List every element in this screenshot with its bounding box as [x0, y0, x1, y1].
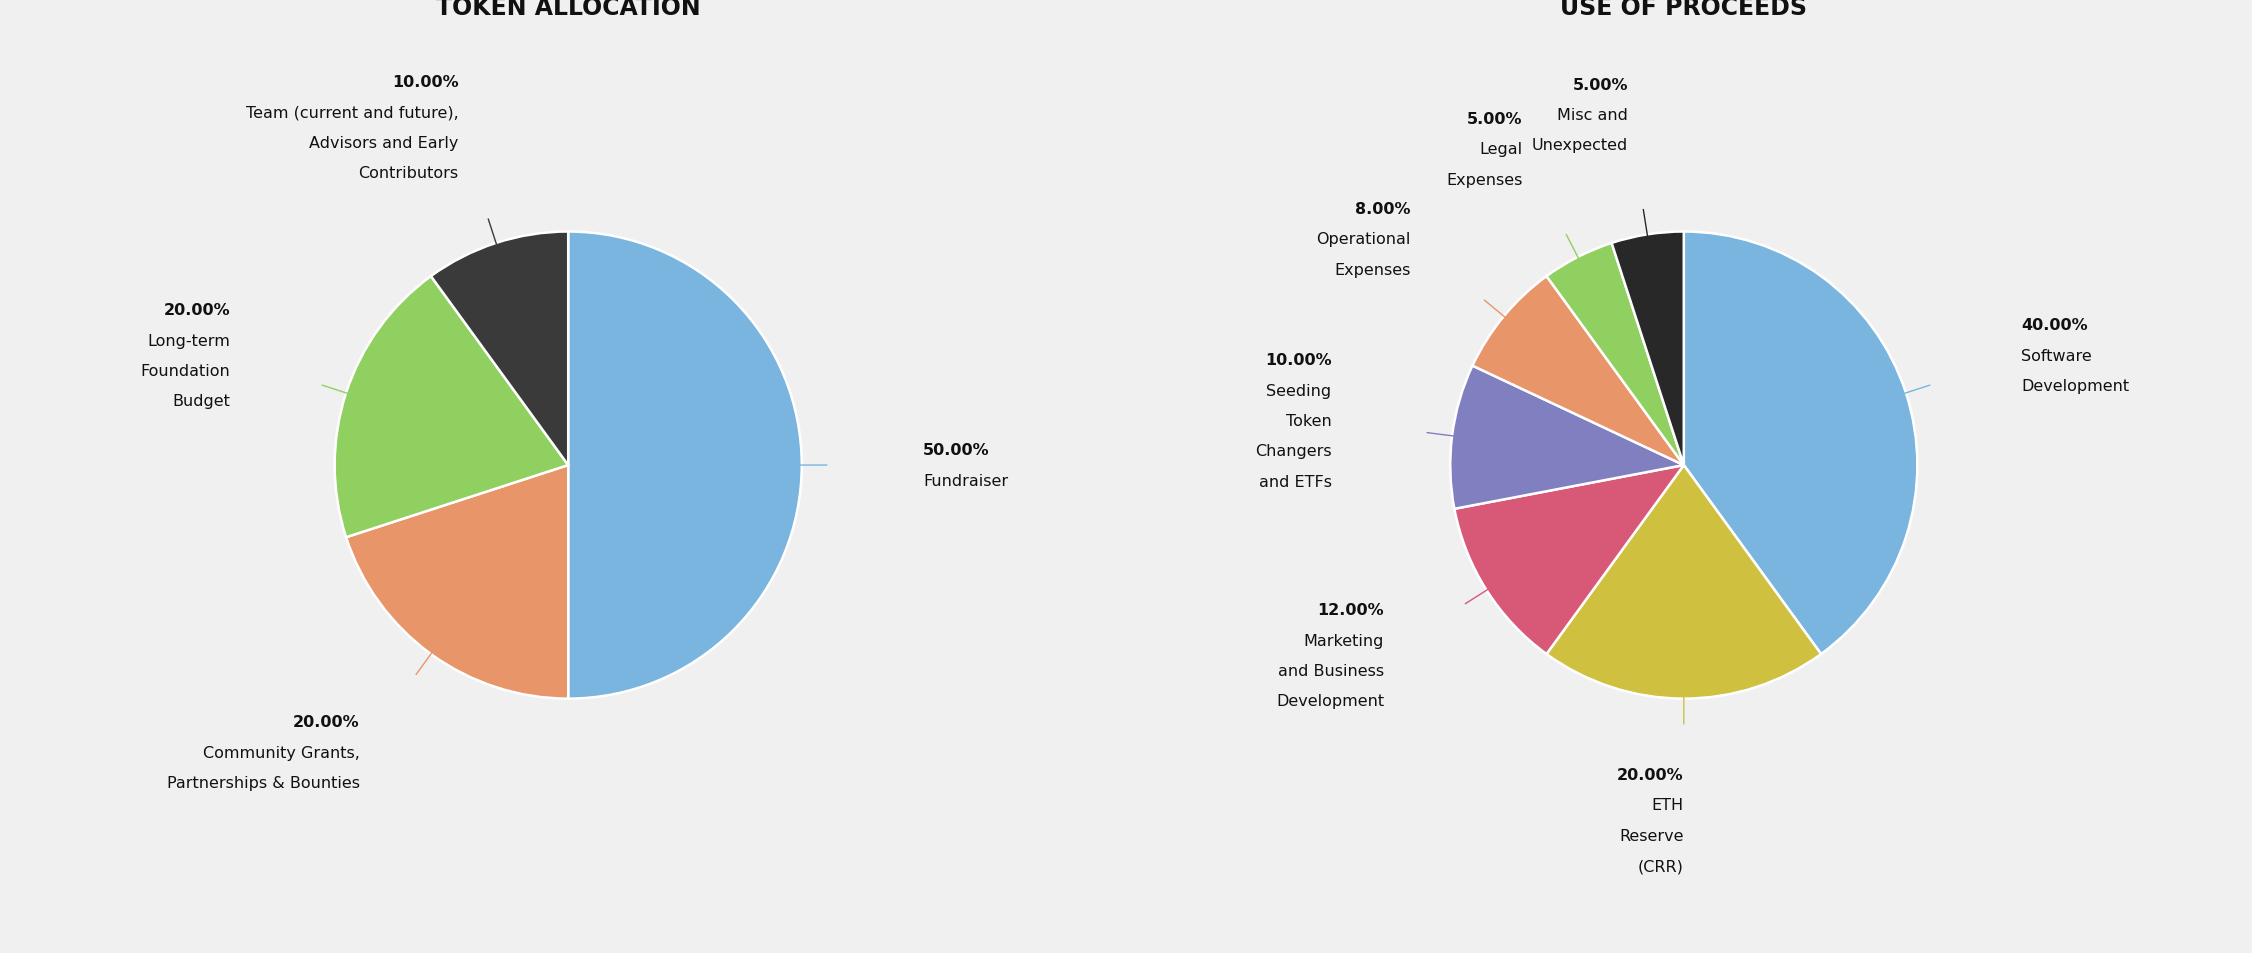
Wedge shape: [1455, 466, 1684, 655]
Text: 50.00%: 50.00%: [923, 443, 991, 457]
Text: Community Grants,: Community Grants,: [203, 745, 360, 760]
Wedge shape: [568, 233, 802, 699]
Wedge shape: [1612, 233, 1684, 466]
Text: 40.00%: 40.00%: [2022, 318, 2088, 334]
Text: 20.00%: 20.00%: [1617, 767, 1684, 782]
Text: Development: Development: [1277, 694, 1385, 709]
Text: Budget: Budget: [173, 394, 230, 409]
Text: and Business: and Business: [1277, 663, 1385, 679]
Wedge shape: [1547, 466, 1822, 699]
Text: Software: Software: [2022, 349, 2092, 363]
Text: Legal: Legal: [1480, 142, 1522, 157]
Text: 20.00%: 20.00%: [164, 303, 230, 318]
Wedge shape: [1547, 244, 1684, 466]
Text: ETH: ETH: [1651, 798, 1684, 813]
Wedge shape: [1684, 233, 1916, 655]
Text: Development: Development: [2022, 379, 2130, 394]
Text: and ETFs: and ETFs: [1259, 475, 1331, 489]
Text: Fundraiser: Fundraiser: [923, 474, 1009, 488]
Wedge shape: [430, 233, 568, 466]
Wedge shape: [1473, 276, 1684, 466]
Text: 20.00%: 20.00%: [293, 715, 360, 730]
Text: Partnerships & Bounties: Partnerships & Bounties: [167, 776, 360, 790]
Text: Operational: Operational: [1315, 232, 1410, 247]
Text: Advisors and Early: Advisors and Early: [309, 136, 459, 151]
Text: Seeding: Seeding: [1266, 383, 1331, 398]
Wedge shape: [336, 276, 568, 537]
Text: Reserve: Reserve: [1619, 828, 1684, 842]
Wedge shape: [1450, 366, 1684, 509]
Text: Long-term: Long-term: [149, 334, 230, 348]
Text: Expenses: Expenses: [1446, 172, 1522, 188]
Text: Expenses: Expenses: [1333, 262, 1410, 277]
Text: Marketing: Marketing: [1304, 633, 1385, 648]
Text: Unexpected: Unexpected: [1531, 138, 1628, 153]
Text: Token: Token: [1286, 414, 1331, 429]
Title: TOKEN ALLOCATION: TOKEN ALLOCATION: [437, 0, 700, 20]
Text: 5.00%: 5.00%: [1466, 112, 1522, 127]
Text: Misc and: Misc and: [1558, 108, 1628, 123]
Text: Changers: Changers: [1254, 444, 1331, 459]
Text: (CRR): (CRR): [1637, 859, 1684, 873]
Text: 5.00%: 5.00%: [1572, 77, 1628, 92]
Text: 12.00%: 12.00%: [1317, 602, 1385, 618]
Wedge shape: [347, 466, 568, 699]
Text: 10.00%: 10.00%: [1266, 353, 1331, 368]
Title: USE OF PROCEEDS: USE OF PROCEEDS: [1561, 0, 1808, 20]
Text: Team (current and future),: Team (current and future),: [245, 106, 459, 121]
Text: 10.00%: 10.00%: [392, 75, 459, 91]
Text: Contributors: Contributors: [358, 167, 459, 181]
Text: 8.00%: 8.00%: [1356, 202, 1410, 216]
Text: Foundation: Foundation: [142, 364, 230, 378]
